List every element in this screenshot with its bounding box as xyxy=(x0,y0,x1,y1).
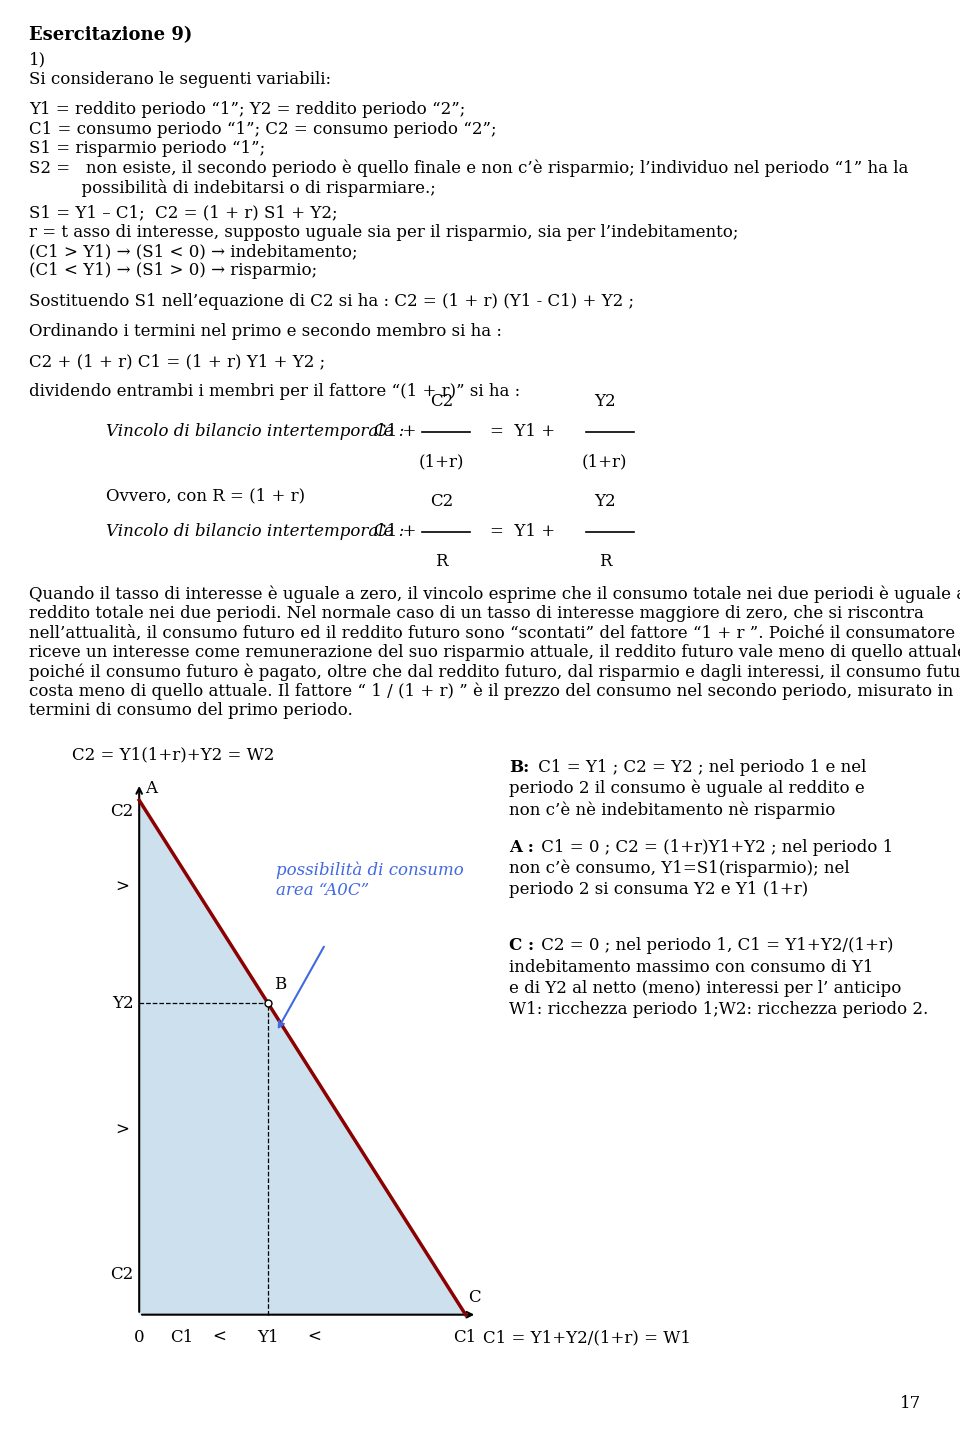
Text: C: C xyxy=(468,1289,481,1306)
Text: r = t asso di interesse, supposto uguale sia per il risparmio, sia per l’indebit: r = t asso di interesse, supposto uguale… xyxy=(29,224,738,240)
Text: poiché il consumo futuro è pagato, oltre che dal reddito futuro, dal risparmio e: poiché il consumo futuro è pagato, oltre… xyxy=(29,663,960,680)
Text: C2: C2 xyxy=(430,393,453,410)
Text: possibilità di indebitarsi o di risparmiare.;: possibilità di indebitarsi o di risparmi… xyxy=(29,179,436,197)
Text: Ovvero, con R = (1 + r): Ovvero, con R = (1 + r) xyxy=(106,487,304,504)
Text: nell’attualità, il consumo futuro ed il reddito futuro sono “scontati” del fatto: nell’attualità, il consumo futuro ed il … xyxy=(29,624,955,642)
Text: Vincolo di bilancio intertemporale :: Vincolo di bilancio intertemporale : xyxy=(106,423,404,440)
Text: S1 = Y1 – C1;  C2 = (1 + r) S1 + Y2;: S1 = Y1 – C1; C2 = (1 + r) S1 + Y2; xyxy=(29,204,337,221)
Text: possibilità di consumo
area “A0C”: possibilità di consumo area “A0C” xyxy=(276,862,464,899)
Text: Y1 = reddito periodo “1”; Y2 = reddito periodo “2”;: Y1 = reddito periodo “1”; Y2 = reddito p… xyxy=(29,101,465,119)
Text: Y2: Y2 xyxy=(594,393,615,410)
Text: costa meno di quello attuale. Il fattore “ 1 / (1 + r) ” è il prezzo del consumo: costa meno di quello attuale. Il fattore… xyxy=(29,683,953,700)
Text: C2 = 0 ; nel periodo 1, C1 = Y1+Y2/(1+r): C2 = 0 ; nel periodo 1, C1 = Y1+Y2/(1+r) xyxy=(536,937,893,955)
Text: W1: ricchezza periodo 1;W2: ricchezza periodo 2.: W1: ricchezza periodo 1;W2: ricchezza pe… xyxy=(509,1000,928,1017)
Text: termini di consumo del primo periodo.: termini di consumo del primo periodo. xyxy=(29,702,352,719)
Polygon shape xyxy=(139,800,466,1315)
Text: C1 = Y1 ; C2 = Y2 ; nel periodo 1 e nel: C1 = Y1 ; C2 = Y2 ; nel periodo 1 e nel xyxy=(533,759,866,776)
Text: Y2: Y2 xyxy=(111,995,133,1012)
Text: A :: A : xyxy=(509,839,534,856)
Text: Y2: Y2 xyxy=(594,493,615,510)
Text: Quando il tasso di interesse è uguale a zero, il vincolo esprime che il consumo : Quando il tasso di interesse è uguale a … xyxy=(29,586,960,603)
Text: B:: B: xyxy=(509,759,529,776)
Text: e di Y2 al netto (meno) interessi per l’ anticipo: e di Y2 al netto (meno) interessi per l’… xyxy=(509,980,901,996)
Text: (1+r): (1+r) xyxy=(582,453,628,470)
Text: Sostituendo S1 nell’equazione di C2 si ha : C2 = (1 + r) (Y1 - C1) + Y2 ;: Sostituendo S1 nell’equazione di C2 si h… xyxy=(29,293,634,310)
Text: (C1 < Y1) → (S1 > 0) → risparmio;: (C1 < Y1) → (S1 > 0) → risparmio; xyxy=(29,263,317,279)
Text: <: < xyxy=(307,1329,321,1346)
Text: Esercitazione 9): Esercitazione 9) xyxy=(29,26,192,44)
Text: S2 =   non esiste, il secondo periodo è quello finale e non c’è risparmio; l’ind: S2 = non esiste, il secondo periodo è qu… xyxy=(29,160,908,177)
Text: >: > xyxy=(115,879,130,896)
Text: =  Y1 +: = Y1 + xyxy=(490,423,555,440)
Text: Ordinando i termini nel primo e secondo membro si ha :: Ordinando i termini nel primo e secondo … xyxy=(29,323,502,340)
Text: C1: C1 xyxy=(170,1329,193,1346)
Text: =  Y1 +: = Y1 + xyxy=(490,523,555,540)
Text: C2 + (1 + r) C1 = (1 + r) Y1 + Y2 ;: C2 + (1 + r) C1 = (1 + r) Y1 + Y2 ; xyxy=(29,353,324,370)
Text: B: B xyxy=(274,976,286,993)
Text: indebitamento massimo con consumo di Y1: indebitamento massimo con consumo di Y1 xyxy=(509,959,874,976)
Text: reddito totale nei due periodi. Nel normale caso di un tasso di interesse maggio: reddito totale nei due periodi. Nel norm… xyxy=(29,606,924,622)
Text: C :: C : xyxy=(509,937,534,955)
Text: C1 +: C1 + xyxy=(374,523,417,540)
Text: 1): 1) xyxy=(29,51,46,69)
Text: C2 = Y1(1+r)+Y2 = W2: C2 = Y1(1+r)+Y2 = W2 xyxy=(72,746,275,763)
Text: C1 = 0 ; C2 = (1+r)Y1+Y2 ; nel periodo 1: C1 = 0 ; C2 = (1+r)Y1+Y2 ; nel periodo 1 xyxy=(536,839,893,856)
Text: R: R xyxy=(598,553,612,570)
Text: riceve un interesse come remunerazione del suo risparmio attuale, il reddito fut: riceve un interesse come remunerazione d… xyxy=(29,643,960,660)
Text: C2: C2 xyxy=(110,803,133,820)
Text: C1 = consumo periodo “1”; C2 = consumo periodo “2”;: C1 = consumo periodo “1”; C2 = consumo p… xyxy=(29,121,496,137)
Text: Si considerano le seguenti variabili:: Si considerano le seguenti variabili: xyxy=(29,71,331,89)
Text: (C1 > Y1) → (S1 < 0) → indebitamento;: (C1 > Y1) → (S1 < 0) → indebitamento; xyxy=(29,243,357,260)
Text: (1+r): (1+r) xyxy=(419,453,465,470)
Text: non c’è nè indebitamento nè risparmio: non c’è nè indebitamento nè risparmio xyxy=(509,802,835,819)
Text: Vincolo di bilancio intertemporale :: Vincolo di bilancio intertemporale : xyxy=(106,523,404,540)
Text: periodo 2 il consumo è uguale al reddito e: periodo 2 il consumo è uguale al reddito… xyxy=(509,780,865,797)
Text: 0: 0 xyxy=(133,1329,145,1346)
Text: R: R xyxy=(435,553,448,570)
Text: non c’è consumo, Y1=S1(risparmio); nel: non c’è consumo, Y1=S1(risparmio); nel xyxy=(509,860,850,877)
Text: C2: C2 xyxy=(430,493,453,510)
Text: S1 = risparmio periodo “1”;: S1 = risparmio periodo “1”; xyxy=(29,140,265,157)
Text: C1 = Y1+Y2/(1+r) = W1: C1 = Y1+Y2/(1+r) = W1 xyxy=(483,1329,691,1346)
Text: dividendo entrambi i membri per il fattore “(1 + r)” si ha :: dividendo entrambi i membri per il fatto… xyxy=(29,383,520,400)
Text: periodo 2 si consuma Y2 e Y1 (1+r): periodo 2 si consuma Y2 e Y1 (1+r) xyxy=(509,882,808,897)
Text: C1: C1 xyxy=(453,1329,476,1346)
Text: Y1: Y1 xyxy=(257,1329,279,1346)
Text: >: > xyxy=(115,1122,130,1139)
Text: A: A xyxy=(145,780,157,797)
Text: <: < xyxy=(212,1329,227,1346)
Text: 17: 17 xyxy=(900,1395,922,1412)
Text: C1 +: C1 + xyxy=(374,423,417,440)
Text: C2: C2 xyxy=(110,1266,133,1283)
